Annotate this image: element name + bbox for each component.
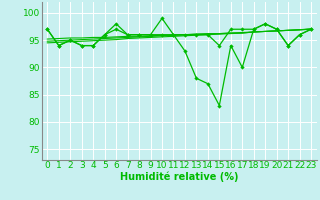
X-axis label: Humidité relative (%): Humidité relative (%) — [120, 172, 238, 182]
